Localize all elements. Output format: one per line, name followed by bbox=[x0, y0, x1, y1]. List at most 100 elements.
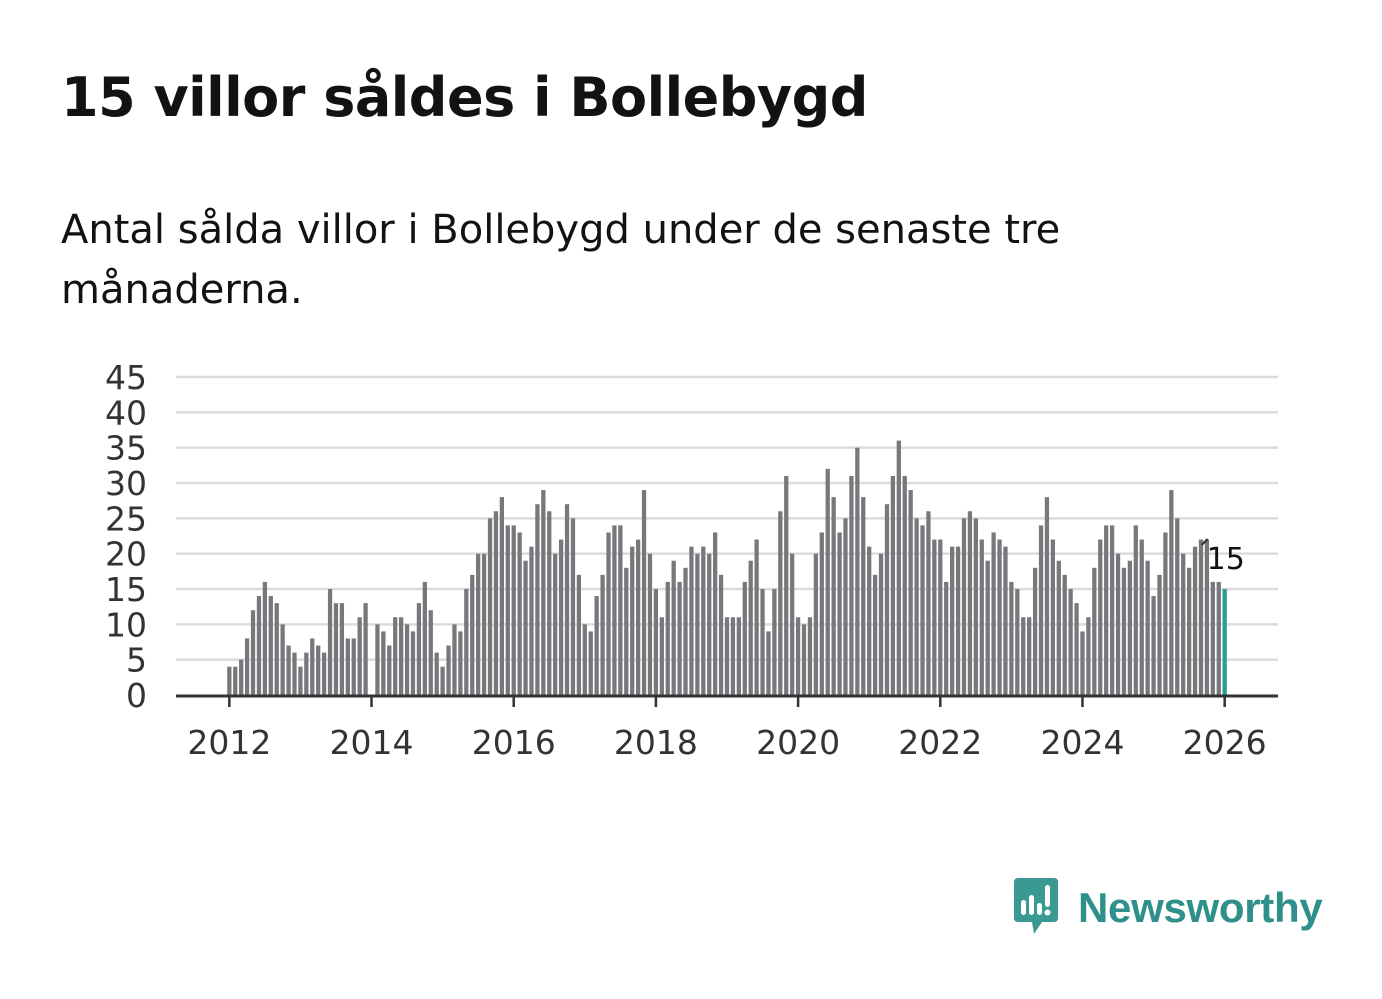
bar bbox=[837, 532, 842, 695]
bar bbox=[464, 589, 469, 695]
bar bbox=[1021, 617, 1026, 695]
bar bbox=[730, 617, 736, 695]
annotation-connector bbox=[1200, 538, 1209, 546]
x-tick-label: 2016 bbox=[472, 723, 556, 762]
y-tick-label: 25 bbox=[105, 499, 147, 538]
bar bbox=[333, 603, 339, 695]
bar bbox=[938, 539, 943, 695]
bar bbox=[1056, 560, 1061, 695]
bar bbox=[298, 666, 303, 695]
bar bbox=[1015, 589, 1020, 695]
bar bbox=[825, 468, 830, 695]
bar bbox=[801, 624, 807, 695]
y-tick-label: 5 bbox=[126, 641, 147, 680]
bar bbox=[736, 617, 741, 695]
bar bbox=[553, 553, 558, 695]
bar bbox=[1009, 581, 1014, 695]
bar bbox=[570, 518, 576, 695]
bar bbox=[1003, 546, 1008, 695]
bar bbox=[979, 539, 984, 695]
bar bbox=[1175, 518, 1180, 695]
x-tick-label: 2026 bbox=[1183, 723, 1267, 762]
bar bbox=[244, 638, 250, 695]
bar bbox=[896, 440, 901, 695]
bar bbox=[618, 525, 623, 695]
bar bbox=[843, 518, 848, 695]
brand-logo: Newsworthy bbox=[1010, 876, 1323, 940]
bar bbox=[446, 645, 451, 695]
bar bbox=[967, 511, 973, 695]
bar bbox=[920, 525, 925, 695]
bar bbox=[327, 589, 333, 695]
bar bbox=[416, 603, 422, 695]
bar bbox=[784, 475, 789, 695]
bar bbox=[861, 497, 866, 695]
bar bbox=[286, 645, 291, 695]
bar bbox=[778, 511, 783, 695]
bar bbox=[558, 539, 564, 695]
bar bbox=[1092, 567, 1097, 695]
bar bbox=[1044, 497, 1050, 695]
bar bbox=[458, 631, 463, 695]
bar bbox=[878, 553, 884, 695]
bar bbox=[991, 532, 996, 695]
x-tick-label: 2018 bbox=[614, 723, 698, 762]
y-tick-label: 45 bbox=[105, 358, 147, 397]
bar bbox=[795, 617, 801, 695]
bar bbox=[582, 624, 587, 695]
bar bbox=[481, 553, 487, 695]
bar bbox=[363, 603, 368, 695]
x-tick-label: 2014 bbox=[330, 723, 414, 762]
y-tick-label: 35 bbox=[105, 429, 147, 468]
bar bbox=[1186, 567, 1192, 695]
bar bbox=[387, 645, 392, 695]
bar bbox=[713, 532, 718, 695]
bar bbox=[588, 631, 593, 695]
bar bbox=[724, 617, 730, 695]
bar bbox=[748, 560, 753, 695]
bar-highlight bbox=[1222, 589, 1227, 695]
bar bbox=[529, 546, 534, 695]
bar bbox=[813, 553, 819, 695]
bar bbox=[1139, 539, 1144, 695]
bar bbox=[790, 553, 795, 695]
annotation-label: 15 bbox=[1207, 542, 1245, 577]
bar bbox=[505, 525, 510, 695]
bar bbox=[262, 581, 268, 695]
bar bbox=[641, 490, 647, 695]
bar bbox=[872, 574, 878, 695]
bar bbox=[1151, 596, 1156, 695]
bar bbox=[1080, 631, 1085, 695]
bar bbox=[233, 666, 238, 695]
bar bbox=[902, 475, 907, 695]
bar bbox=[772, 589, 777, 695]
x-tick-label: 2020 bbox=[756, 723, 840, 762]
bar bbox=[677, 581, 682, 695]
bar bbox=[606, 532, 611, 695]
bar bbox=[517, 532, 522, 695]
x-tick-label: 2012 bbox=[187, 723, 271, 762]
bar bbox=[274, 603, 279, 695]
brand-name: Newsworthy bbox=[1078, 884, 1323, 931]
bar bbox=[1133, 525, 1138, 695]
bar bbox=[1169, 490, 1174, 695]
bar bbox=[321, 652, 327, 695]
bar bbox=[256, 596, 262, 695]
bar bbox=[410, 631, 416, 695]
bar bbox=[944, 581, 949, 695]
bar bbox=[955, 546, 961, 695]
bar bbox=[701, 546, 706, 695]
bar bbox=[612, 525, 617, 695]
bar bbox=[375, 624, 380, 695]
bar bbox=[1198, 539, 1204, 695]
newsworthy-logo-icon bbox=[1014, 878, 1058, 934]
bar bbox=[227, 666, 232, 695]
bar bbox=[452, 624, 457, 695]
bar bbox=[653, 589, 659, 695]
bar bbox=[476, 553, 481, 695]
y-tick-label: 30 bbox=[105, 464, 147, 503]
bar bbox=[884, 504, 890, 695]
bar bbox=[635, 539, 641, 695]
bar bbox=[351, 638, 356, 695]
